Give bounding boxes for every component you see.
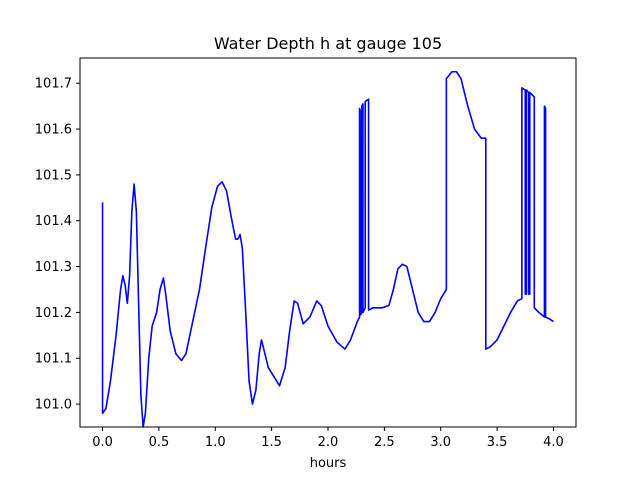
x-tick-label: 3.5 xyxy=(487,435,508,450)
x-tick-label: 2.5 xyxy=(374,435,395,450)
plot-frame xyxy=(79,57,577,428)
y-axis-ticks: 101.0 101.1 101.2 101.3 101.4 101.5 101.6 101.7 xyxy=(35,77,80,413)
x-tick-label: 1.5 xyxy=(261,435,282,450)
y-tick-label: 101.6 xyxy=(35,123,72,138)
y-tick-label: 101.4 xyxy=(35,214,72,229)
chart-title: Water Depth h at gauge 105 xyxy=(214,34,442,53)
x-tick-label: 4.0 xyxy=(543,435,564,450)
y-tick-label: 101.1 xyxy=(35,352,72,367)
x-tick-label: 0.5 xyxy=(149,435,170,450)
y-tick-label: 101.2 xyxy=(35,306,72,321)
x-tick-label: 0.0 xyxy=(92,435,113,450)
x-tick-label: 1.0 xyxy=(205,435,226,450)
y-tick-label: 101.0 xyxy=(35,398,72,413)
x-tick-label: 3.0 xyxy=(430,435,451,450)
y-tick-label: 101.5 xyxy=(35,168,72,183)
y-tick-label: 101.7 xyxy=(35,77,72,92)
x-axis-ticks: 0.0 0.5 1.0 1.5 2.0 2.5 3.0 3.5 4.0 xyxy=(92,427,564,450)
water-depth-line xyxy=(101,70,554,428)
plot-area xyxy=(80,58,576,427)
x-tick-label: 2.0 xyxy=(318,435,339,450)
y-tick-label: 101.3 xyxy=(35,260,72,275)
series-layer xyxy=(101,70,554,428)
x-axis-label: hours xyxy=(310,456,347,471)
